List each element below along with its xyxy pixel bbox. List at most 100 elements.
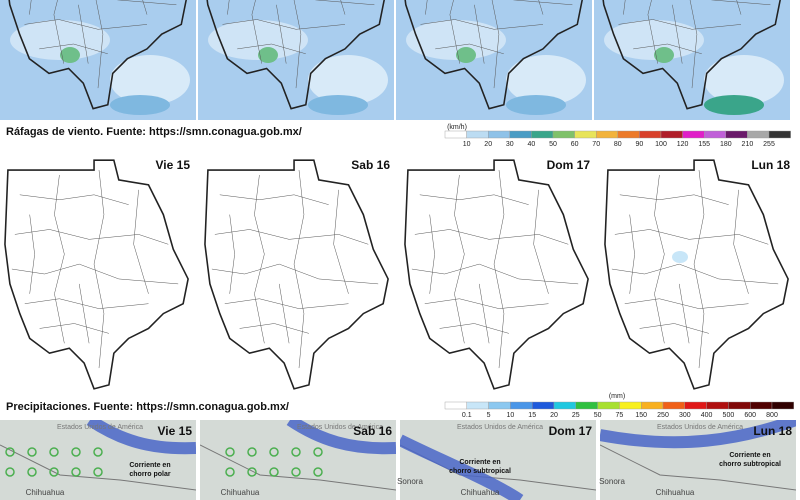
legend-swatch: [639, 130, 662, 139]
legend-swatch: [597, 401, 620, 410]
wind-patch: [10, 20, 110, 60]
wind-patch: [704, 55, 784, 105]
day-label: Lun 18: [753, 424, 792, 438]
legend-swatch: [488, 130, 511, 139]
border: [600, 444, 796, 491]
legend-swatch: [747, 130, 770, 139]
jet-map: [0, 420, 196, 500]
legend-swatch: [750, 401, 773, 410]
legend-label: 20: [550, 412, 558, 419]
legend-label: 20: [484, 141, 492, 148]
wind-map: [198, 0, 394, 120]
place-label: Chihuahua: [461, 488, 500, 497]
legend-swatch: [619, 401, 642, 410]
wind-symbol: [313, 447, 323, 457]
legend-label: 60: [571, 141, 579, 148]
legend-swatch: [768, 130, 791, 139]
legend-label: 50: [594, 412, 602, 419]
precip-map: Vie 15: [4, 158, 190, 390]
precip-caption: Precipitaciones. Fuente: https://smn.con…: [6, 401, 289, 413]
legend-label: 15: [528, 412, 536, 419]
wind-symbol: [225, 447, 235, 457]
wind-symbol: [247, 467, 257, 477]
wind-symbol: [93, 467, 103, 477]
legend-swatch: [684, 401, 707, 410]
legend-label: 70: [592, 141, 600, 148]
legend-label: 180: [720, 141, 732, 148]
jet-current: [400, 434, 524, 500]
wind-patch: [654, 47, 674, 63]
state-map: [404, 159, 589, 390]
day-label: Sab 16: [351, 158, 390, 172]
wind-symbol: [71, 467, 81, 477]
precip-map: Sab 16: [204, 158, 390, 390]
legend-label: 250: [657, 412, 669, 419]
wind-patch: [308, 55, 388, 105]
jet-map: [600, 420, 796, 500]
legend-label: 10: [463, 141, 471, 148]
precip-map: Dom 17: [404, 158, 591, 390]
wind-symbol: [27, 447, 37, 457]
legend-swatch: [662, 401, 685, 410]
jet-map: [400, 420, 596, 500]
legend-swatch: [728, 401, 751, 410]
jet-field: [200, 420, 396, 500]
legend-label: 0.1: [462, 412, 472, 419]
legend-label: 300: [679, 412, 691, 419]
legend-swatch: [488, 401, 511, 410]
legend-label: 150: [635, 412, 647, 419]
legend-label: 80: [614, 141, 622, 148]
legend-label: 500: [723, 412, 735, 419]
state-map: [204, 159, 389, 390]
wind-patch: [308, 95, 368, 115]
wind-patch: [406, 20, 506, 60]
legend-label: 10: [507, 412, 515, 419]
legend-label: 155: [698, 141, 710, 148]
country-label: Estados Unidos de América: [57, 424, 143, 431]
legend-swatch: [444, 401, 467, 410]
border: [200, 444, 396, 491]
day-label: Lun 18: [751, 158, 790, 172]
current-label: chorro subtropical: [449, 468, 511, 475]
day-label: Dom 17: [547, 158, 591, 172]
legend-swatch: [466, 130, 489, 139]
wind-symbol: [93, 447, 103, 457]
legend-swatch: [532, 401, 555, 410]
legend-label: 30: [506, 141, 514, 148]
place-label: Chihuahua: [656, 488, 695, 497]
precip-map: Lun 18: [604, 158, 790, 390]
wind-patch: [60, 47, 80, 63]
wind-map: [594, 0, 790, 120]
wind-legend: 10 20 30 40 50 60 70 80 90 100 120 155 180 210 255: [444, 130, 791, 148]
legend-swatch: [660, 130, 683, 139]
wind-patch: [506, 55, 586, 105]
wind-symbol: [5, 467, 15, 477]
legend-label: 75: [616, 412, 624, 419]
wind-symbol: [225, 467, 235, 477]
country-label: Estados Unidos de América: [457, 424, 543, 431]
day-label: Sab 16: [353, 424, 392, 438]
jet-current: [286, 420, 396, 455]
jet-current: [600, 420, 796, 449]
current-label: Corriente en: [729, 452, 770, 459]
wind-symbol: [269, 467, 279, 477]
precip-unit: (mm): [609, 393, 625, 400]
precipitation-legend: 0.1 5 10 15 20 25 50 75 150 250 300 400 500 600 800: [444, 401, 794, 419]
place-label: Sonora: [599, 477, 625, 486]
wind-patch: [456, 47, 476, 63]
legend-label: 600: [744, 412, 756, 419]
place-label: Chihuahua: [26, 488, 65, 497]
current-label: Corriente en: [459, 459, 500, 466]
legend-swatch: [725, 130, 748, 139]
legend-label: 50: [549, 141, 557, 148]
wind-patch: [208, 20, 308, 60]
wind-unit: (km/h): [447, 124, 467, 131]
legend-label: 100: [655, 141, 667, 148]
legend-swatch: [509, 130, 532, 139]
legend-label: 400: [701, 412, 713, 419]
legend-label: 5: [487, 412, 491, 419]
day-label: Vie 15: [158, 424, 193, 438]
legend-label: 255: [763, 141, 775, 148]
place-label: Sonora: [397, 477, 423, 486]
